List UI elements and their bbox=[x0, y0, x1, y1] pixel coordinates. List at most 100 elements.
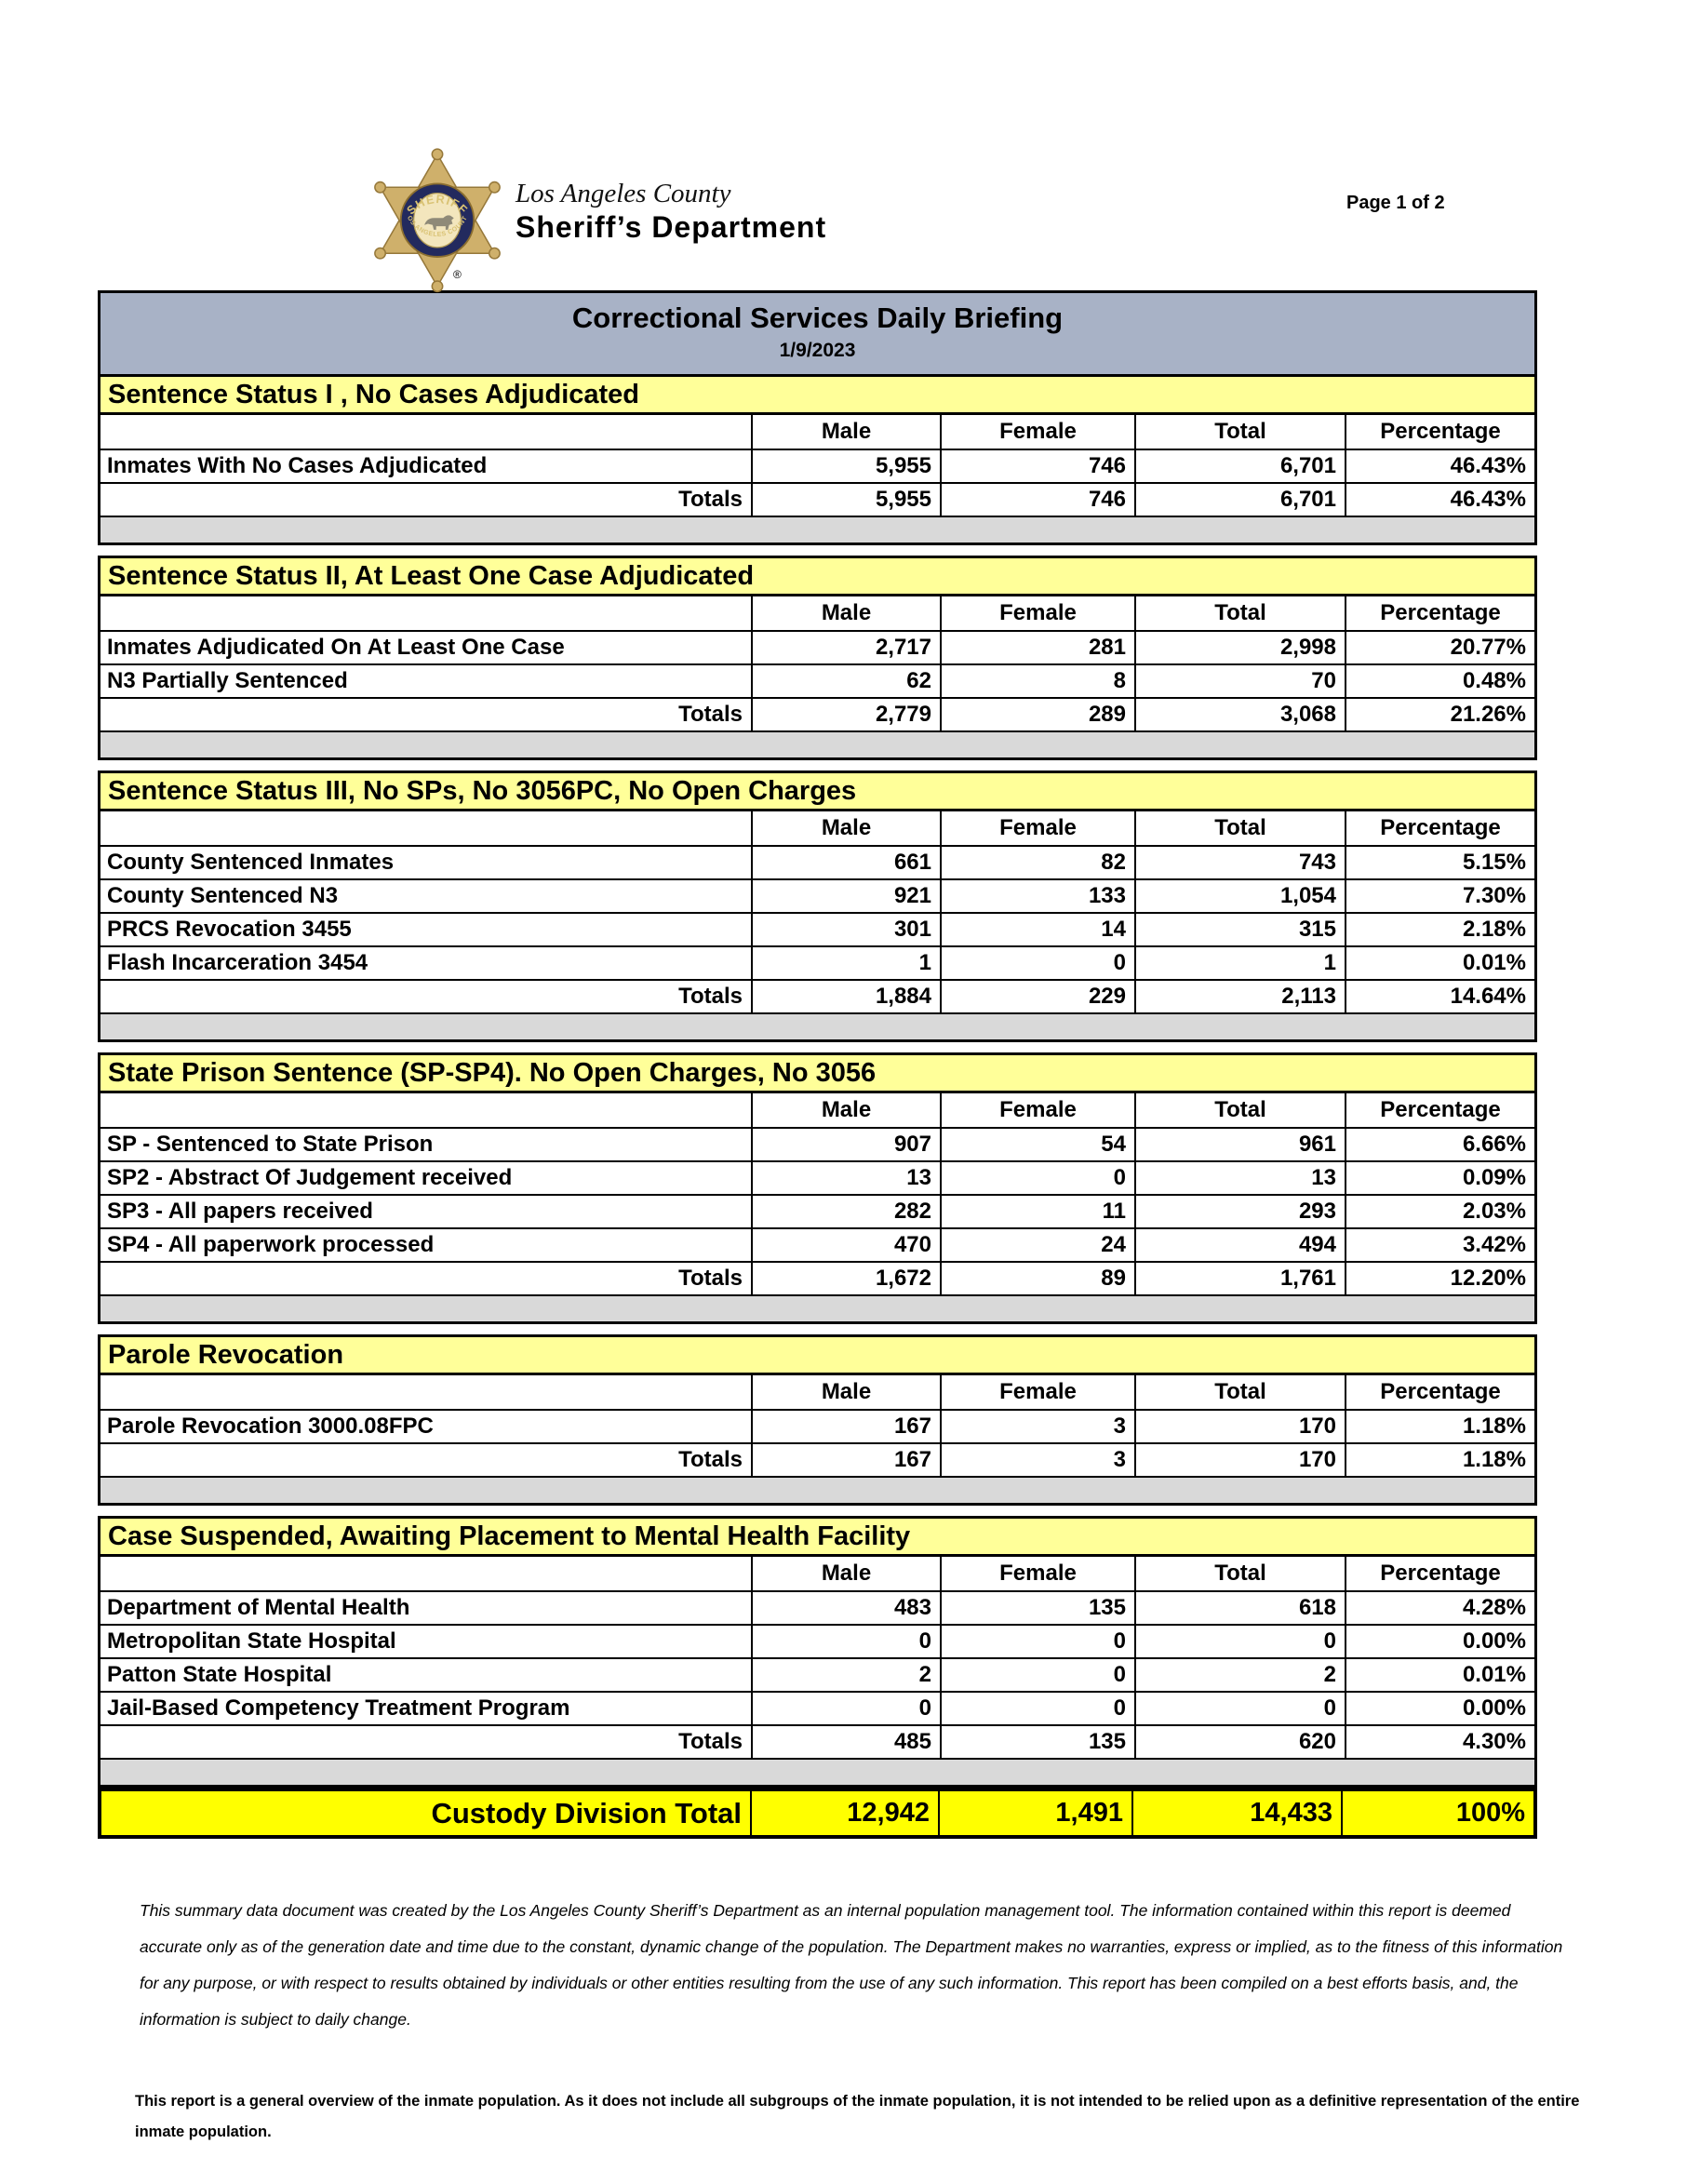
cell-total: 743 bbox=[1136, 845, 1346, 878]
totals-label: Totals bbox=[100, 1261, 753, 1294]
cell-female: 0 bbox=[942, 1624, 1136, 1657]
cell-male: 282 bbox=[753, 1194, 942, 1227]
cell-total: 293 bbox=[1136, 1194, 1346, 1227]
totals-female: 229 bbox=[942, 979, 1136, 1012]
cell-female: 24 bbox=[942, 1227, 1136, 1261]
cell-total: 13 bbox=[1136, 1160, 1346, 1194]
totals-percentage: 12.20% bbox=[1346, 1261, 1534, 1294]
column-header-total: Total bbox=[1136, 1557, 1346, 1590]
totals-percentage: 46.43% bbox=[1346, 482, 1534, 516]
cell-male: 5,955 bbox=[753, 449, 942, 482]
totals-total: 1,761 bbox=[1136, 1261, 1346, 1294]
cell-male: 1 bbox=[753, 945, 942, 979]
row-label: SP2 - Abstract Of Judgement received bbox=[100, 1160, 753, 1194]
registered-trademark: ® bbox=[453, 268, 462, 281]
cell-male: 907 bbox=[753, 1127, 942, 1160]
section-6: Case Suspended, Awaiting Placement to Me… bbox=[98, 1516, 1537, 1788]
custody-total-female: 1,491 bbox=[940, 1791, 1133, 1835]
cell-total: 618 bbox=[1136, 1590, 1346, 1624]
totals-label: Totals bbox=[100, 979, 753, 1012]
cell-female: 133 bbox=[942, 878, 1136, 912]
cell-percentage: 0.48% bbox=[1346, 663, 1534, 697]
column-header-percentage: Percentage bbox=[1346, 1557, 1534, 1590]
section-title: Parole Revocation bbox=[100, 1337, 1534, 1375]
column-header-male: Male bbox=[753, 1093, 942, 1127]
report-sections: Sentence Status I , No Cases Adjudicated… bbox=[98, 374, 1537, 1788]
cell-female: 82 bbox=[942, 845, 1136, 878]
cell-percentage: 0.00% bbox=[1346, 1624, 1534, 1657]
row-label: SP - Sentenced to State Prison bbox=[100, 1127, 753, 1160]
cell-male: 2,717 bbox=[753, 630, 942, 663]
bear-icon bbox=[424, 215, 454, 230]
custody-total-percentage: 100% bbox=[1343, 1791, 1533, 1835]
cell-percentage: 20.77% bbox=[1346, 630, 1534, 663]
cell-male: 2 bbox=[753, 1657, 942, 1691]
section-4: State Prison Sentence (SP-SP4). No Open … bbox=[98, 1052, 1537, 1324]
cell-female: 3 bbox=[942, 1409, 1136, 1442]
totals-label: Totals bbox=[100, 697, 753, 730]
column-header-male: Male bbox=[753, 811, 942, 845]
row-label: Jail-Based Competency Treatment Program bbox=[100, 1691, 753, 1724]
daily-briefing-report: Correctional Services Daily Briefing 1/9… bbox=[98, 290, 1537, 1839]
cell-male: 483 bbox=[753, 1590, 942, 1624]
row-label: PRCS Revocation 3455 bbox=[100, 912, 753, 945]
totals-female: 289 bbox=[942, 697, 1136, 730]
overview-note-text: This report is a general overview of the… bbox=[135, 2093, 1580, 2140]
column-header-percentage: Percentage bbox=[1346, 811, 1534, 845]
report-title: Correctional Services Daily Briefing bbox=[571, 301, 1064, 334]
totals-male: 5,955 bbox=[753, 482, 942, 516]
totals-label: Totals bbox=[100, 1724, 753, 1758]
cell-female: 0 bbox=[942, 1657, 1136, 1691]
cell-female: 54 bbox=[942, 1127, 1136, 1160]
cell-male: 470 bbox=[753, 1227, 942, 1261]
section-title: Case Suspended, Awaiting Placement to Me… bbox=[100, 1519, 1534, 1557]
row-label: Parole Revocation 3000.08FPC bbox=[100, 1409, 753, 1442]
custody-division-total-row: Custody Division Total 12,942 1,491 14,4… bbox=[98, 1788, 1537, 1839]
cell-percentage: 46.43% bbox=[1346, 449, 1534, 482]
column-header-male: Male bbox=[753, 1557, 942, 1590]
totals-percentage: 1.18% bbox=[1346, 1442, 1534, 1476]
agency-county-line: Los Angeles County bbox=[515, 179, 731, 208]
cell-female: 0 bbox=[942, 945, 1136, 979]
cell-percentage: 2.18% bbox=[1346, 912, 1534, 945]
totals-percentage: 14.64% bbox=[1346, 979, 1534, 1012]
row-label: SP4 - All paperwork processed bbox=[100, 1227, 753, 1261]
totals-female: 746 bbox=[942, 482, 1136, 516]
row-label: Inmates Adjudicated On At Least One Case bbox=[100, 630, 753, 663]
column-header-female: Female bbox=[942, 596, 1136, 630]
totals-label: Totals bbox=[100, 482, 753, 516]
totals-male: 167 bbox=[753, 1442, 942, 1476]
column-header-male: Male bbox=[753, 415, 942, 449]
section-title: Sentence Status II, At Least One Case Ad… bbox=[100, 558, 1534, 596]
section-table: Male Female Total Percentage SP - Sentenced … bbox=[100, 1093, 1534, 1294]
agency-name-line: Sheriff’s Department bbox=[515, 210, 827, 244]
cell-male: 62 bbox=[753, 663, 942, 697]
cell-total: 0 bbox=[1136, 1624, 1346, 1657]
totals-total: 2,113 bbox=[1136, 979, 1346, 1012]
column-header-total: Total bbox=[1136, 1093, 1346, 1127]
cell-percentage: 6.66% bbox=[1346, 1127, 1534, 1160]
cell-total: 6,701 bbox=[1136, 449, 1346, 482]
cell-total: 2,998 bbox=[1136, 630, 1346, 663]
section-spacer bbox=[100, 1294, 1534, 1321]
report-date: 1/9/2023 bbox=[779, 340, 856, 361]
column-header-male: Male bbox=[753, 596, 942, 630]
section-spacer bbox=[100, 1476, 1534, 1503]
custody-total-total: 14,433 bbox=[1133, 1791, 1343, 1835]
totals-total: 6,701 bbox=[1136, 482, 1346, 516]
totals-percentage: 21.26% bbox=[1346, 697, 1534, 730]
cell-male: 0 bbox=[753, 1624, 942, 1657]
totals-female: 135 bbox=[942, 1724, 1136, 1758]
column-header-blank bbox=[100, 1375, 753, 1409]
section-table: Male Female Total Percentage Department of M… bbox=[100, 1557, 1534, 1758]
totals-male: 1,672 bbox=[753, 1261, 942, 1294]
row-label: County Sentenced Inmates bbox=[100, 845, 753, 878]
cell-total: 961 bbox=[1136, 1127, 1346, 1160]
cell-percentage: 0.01% bbox=[1346, 945, 1534, 979]
cell-total: 315 bbox=[1136, 912, 1346, 945]
cell-total: 170 bbox=[1136, 1409, 1346, 1442]
column-header-blank bbox=[100, 1557, 753, 1590]
cell-total: 1 bbox=[1136, 945, 1346, 979]
cell-percentage: 0.09% bbox=[1346, 1160, 1534, 1194]
